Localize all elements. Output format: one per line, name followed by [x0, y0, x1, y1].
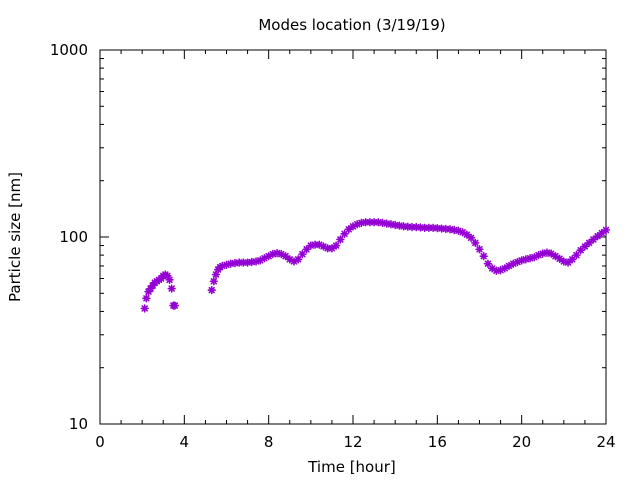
data-point — [458, 228, 467, 237]
y-tick-label: 1000 — [50, 41, 88, 59]
data-point — [546, 249, 556, 258]
data-point — [165, 275, 174, 285]
data-point — [142, 294, 151, 303]
data-point — [331, 241, 341, 250]
axis-tick-labels: 0 4 8 12 16 20 24 10 100 1000 — [50, 41, 616, 451]
data-point — [207, 285, 216, 295]
y-axis-label: Particle size [nm] — [6, 172, 24, 302]
data-point — [336, 235, 345, 244]
data-point — [555, 254, 564, 263]
x-tick-label: 0 — [95, 433, 105, 451]
y-tick-label: 10 — [69, 415, 88, 433]
x-tick-label: 20 — [512, 433, 531, 451]
data-markers — [140, 217, 611, 313]
data-point — [298, 249, 307, 259]
x-tick-label: 12 — [343, 433, 362, 451]
data-point — [471, 238, 480, 248]
data-point — [601, 225, 611, 235]
data-point — [167, 284, 176, 293]
x-tick-label: 24 — [596, 433, 615, 451]
data-point — [593, 231, 602, 241]
x-tick-label: 16 — [428, 433, 447, 451]
data-point — [209, 277, 219, 286]
y-tick-label: 100 — [59, 228, 88, 246]
data-point — [140, 304, 149, 313]
x-tick-label: 4 — [180, 433, 190, 451]
data-point — [475, 245, 484, 254]
data-point — [293, 255, 303, 264]
data-point — [466, 233, 476, 243]
data-point — [479, 251, 488, 261]
data-point — [572, 250, 581, 260]
x-axis-label: Time [hour] — [307, 458, 396, 476]
chart-title: Modes location (3/19/19) — [258, 16, 445, 34]
plot-frame — [99, 49, 607, 425]
data-point — [170, 301, 180, 310]
x-tick-label: 8 — [264, 433, 274, 451]
axis-ticks — [99, 50, 607, 425]
